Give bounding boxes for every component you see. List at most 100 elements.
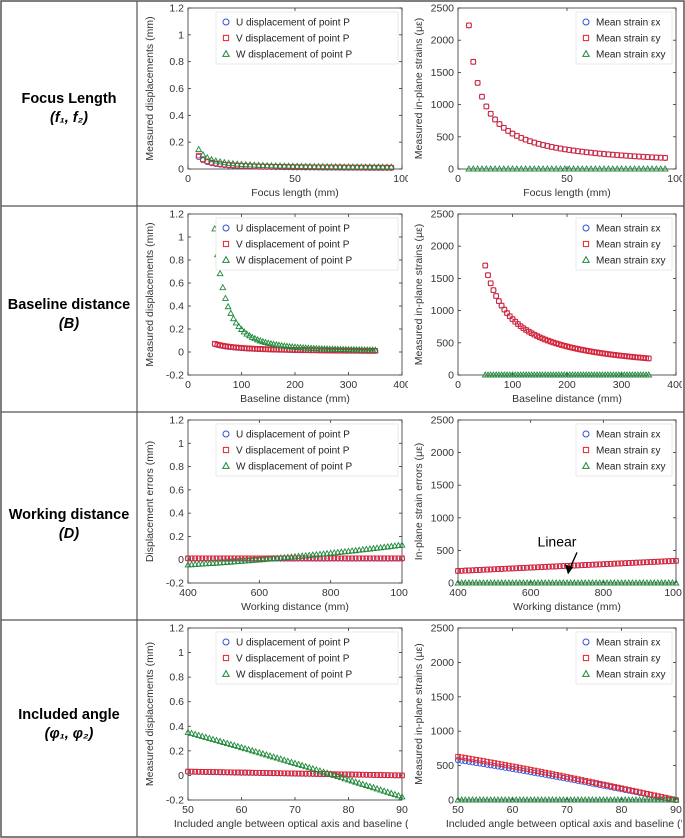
- data-point: [542, 564, 548, 570]
- legend-box: [215, 631, 399, 685]
- data-point: [391, 790, 399, 798]
- x-tick-label: 0: [185, 379, 191, 391]
- data-point: [549, 771, 556, 777]
- data-point: [248, 333, 256, 340]
- data-point: [337, 773, 345, 781]
- data-point: [530, 796, 538, 803]
- x-tick-label: 100: [504, 379, 522, 391]
- row-symbol: (φ₁, φ₂): [44, 726, 94, 742]
- data-point: [319, 768, 328, 775]
- data-point: [298, 761, 306, 769]
- data-point: [668, 579, 676, 586]
- data-point: [302, 762, 310, 770]
- data-point: [498, 579, 506, 586]
- row-title: Focus Length: [21, 91, 117, 107]
- data-point: [552, 579, 560, 586]
- data-point: [491, 165, 499, 172]
- data-point: [622, 165, 630, 172]
- x-axis-label: Included angle between optical axis and …: [174, 818, 408, 830]
- series-W: [184, 541, 406, 568]
- data-point: [234, 742, 242, 750]
- data-point: [263, 770, 270, 776]
- data-point: [228, 769, 234, 776]
- data-point: [399, 555, 405, 562]
- y-tick-label: 1: [178, 232, 184, 244]
- data-point: [516, 796, 524, 803]
- data-point: [495, 165, 503, 172]
- data-point: [644, 165, 652, 172]
- data-point: [527, 766, 534, 773]
- data-point: [535, 768, 541, 774]
- data-point: [367, 772, 373, 778]
- data-point: [546, 563, 552, 570]
- data-point: [494, 796, 502, 803]
- x-axis-label: Focus length (mm): [523, 187, 611, 199]
- data-point: [468, 579, 477, 586]
- data-point: [280, 162, 288, 169]
- data-point: [384, 555, 391, 562]
- data-point: [302, 551, 310, 559]
- data-point: [245, 745, 253, 753]
- data-point: [556, 579, 564, 586]
- data-point: [615, 560, 621, 567]
- data-point: [188, 768, 195, 775]
- legend-label: Mean strain εx: [596, 638, 660, 649]
- data-point: [604, 561, 610, 567]
- row-title: Included angle: [18, 707, 120, 723]
- data-point: [256, 770, 263, 776]
- data-point: [552, 796, 560, 803]
- data-point: [225, 159, 233, 166]
- data-point: [202, 559, 210, 567]
- legend-marker: [222, 240, 230, 248]
- data-point: [228, 555, 234, 562]
- data-point: [527, 579, 535, 586]
- data-point: [654, 796, 662, 803]
- data-point: [227, 309, 235, 316]
- data-point: [491, 566, 498, 573]
- row-symbol: (f₁, f₂): [49, 110, 88, 126]
- data-point: [530, 579, 538, 586]
- x-tick-label: 50: [561, 173, 573, 185]
- data-point: [466, 755, 472, 762]
- legend-label: Mean strain εxy: [596, 256, 665, 267]
- data-point: [477, 757, 483, 764]
- data-point: [490, 287, 497, 293]
- data-point: [395, 555, 402, 562]
- data-point: [559, 796, 567, 803]
- y-tick-label: 1: [178, 438, 184, 450]
- x-tick-label: 60: [236, 804, 248, 816]
- data-point: [603, 579, 611, 586]
- x-axis-label: Baseline distance (mm): [512, 393, 622, 405]
- data-point: [513, 764, 519, 770]
- data-point: [485, 272, 491, 278]
- data-point: [349, 163, 357, 170]
- data-point: [586, 562, 592, 568]
- data-point: [539, 165, 547, 172]
- data-point: [250, 161, 258, 168]
- data-point: [517, 565, 523, 571]
- data-point: [650, 579, 658, 586]
- x-tick-label: 800: [322, 587, 340, 599]
- data-point: [639, 579, 647, 586]
- data-point: [253, 769, 259, 776]
- data-point: [362, 163, 370, 170]
- data-point: [305, 763, 313, 771]
- data-point: [337, 548, 345, 555]
- legend-marker: [581, 461, 591, 469]
- data-point: [658, 558, 665, 565]
- data-point: [613, 165, 621, 172]
- legend-label: Mean strain εy: [596, 654, 660, 665]
- legend-marker: [582, 638, 590, 646]
- data-point: [302, 770, 309, 777]
- data-point: [632, 796, 640, 803]
- data-point: [199, 769, 206, 775]
- data-point: [571, 775, 578, 782]
- x-tick-label: 200: [558, 379, 576, 391]
- data-point: [377, 543, 385, 551]
- data-point: [639, 165, 647, 172]
- legend-label: W displacement of point P: [236, 256, 352, 267]
- data-point: [546, 770, 552, 777]
- data-point: [334, 548, 342, 556]
- data-point: [352, 555, 359, 562]
